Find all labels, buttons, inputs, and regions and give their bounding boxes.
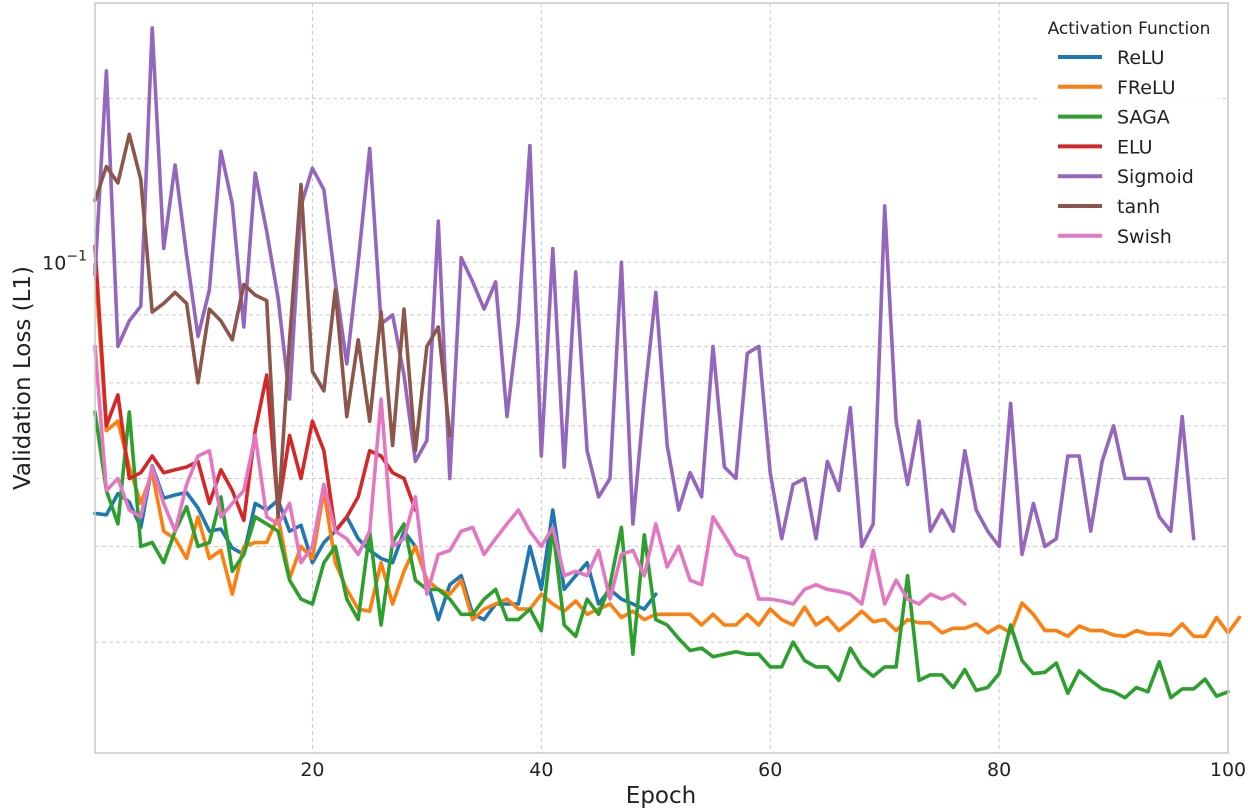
y-tick-label: 10−1: [42, 248, 87, 274]
legend-label: ReLU: [1117, 47, 1165, 69]
legend-label: FReLU: [1117, 77, 1176, 99]
y-axis-title: Validation Loss (L1): [10, 266, 36, 490]
legend-box: [1040, 12, 1218, 257]
legend-items: ReLU FReLU SAGA ELU Sigmoid tanh Swish: [1058, 47, 1194, 248]
legend: Activation Function ReLU FReLU SAGA ELU Sigm…: [1040, 12, 1218, 257]
legend-label: SAGA: [1117, 107, 1170, 129]
series-line-swish: [93, 344, 967, 606]
series-line-saga: [93, 410, 1230, 700]
series-lines: [93, 26, 1242, 700]
legend-label: Sigmoid: [1117, 166, 1194, 188]
series-line-sigmoid: [93, 26, 1196, 557]
legend-label: Swish: [1117, 226, 1172, 248]
series-line-tanh: [93, 132, 452, 519]
x-tick-label: 100: [1210, 759, 1246, 781]
legend-title: Activation Function: [1048, 19, 1211, 39]
x-tick-label: 20: [300, 759, 324, 781]
x-tick-label: 60: [758, 759, 782, 781]
x-tick-label: 80: [987, 759, 1011, 781]
x-axis-title: Epoch: [626, 783, 696, 808]
plot-frame: [94, 2, 1229, 754]
tick-labels: 20 40 60 80 100 10−1: [42, 248, 1246, 781]
legend-label: ELU: [1117, 136, 1153, 158]
series-line-relu: [93, 464, 658, 622]
legend-label: tanh: [1117, 196, 1160, 218]
series-line-elu: [93, 244, 418, 534]
x-tick-label: 40: [529, 759, 553, 781]
